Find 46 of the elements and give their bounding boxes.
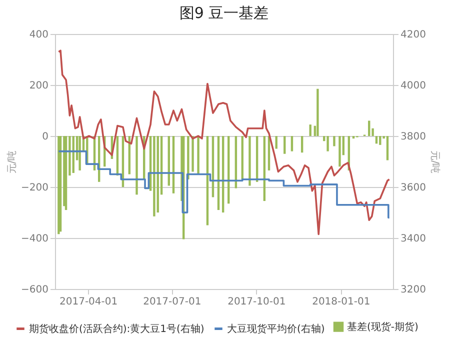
bar [284,136,286,154]
bar [368,120,370,136]
y2-tick-label: 3400 [400,234,426,244]
y-tick-label: 200 [29,80,48,92]
y-axis-title: 元/吨 [6,150,18,174]
bar [290,136,294,152]
bar [338,136,341,167]
y-tick-label: 0 [42,132,48,142]
y2-axis-title: 元/吨 [428,150,441,174]
x-tick-label: 2018-01-01 [312,296,370,308]
x-tick-label: 2017-07-01 [143,296,202,308]
bar [275,136,278,149]
bar [248,136,251,186]
y-tick-label: 400 [29,30,48,40]
y2-tick-label: 4000 [400,80,426,92]
y2-tick-label: 4200 [400,30,426,40]
chart-title: 图9 豆一基差 [179,4,269,22]
y2-tick-label: 3200 [400,284,426,296]
bar [300,136,304,153]
bar [78,136,81,170]
y2-tick-label: 3600 [400,182,426,194]
bar [153,136,156,216]
bar [58,136,60,234]
bar [206,136,209,226]
bar [316,88,319,136]
bar [187,136,190,180]
bar [197,136,200,174]
bar [375,136,378,144]
bar [326,136,329,152]
line-series [58,50,390,236]
x-tick-label: 2017-10-01 [228,296,286,308]
y2-tick-label: 3800 [400,132,426,142]
y-tick-label: −400 [21,234,48,244]
bar [379,136,382,145]
bar [333,136,336,146]
legend-label: 期货收盘价(活跃合约):黄大豆1号(右轴) [29,322,204,335]
y-tick-label: −600 [21,284,48,296]
x-tick-label: 2017-04-01 [60,296,118,308]
y-tick-label: −200 [21,182,48,194]
bar [136,136,138,195]
legend-label: 大豆现货平均价(右轴) [227,322,325,335]
bar [192,136,194,172]
bar [309,124,312,136]
legend-label: 基差(现货-期货) [347,320,419,333]
bar [352,136,355,139]
bar [386,136,389,160]
